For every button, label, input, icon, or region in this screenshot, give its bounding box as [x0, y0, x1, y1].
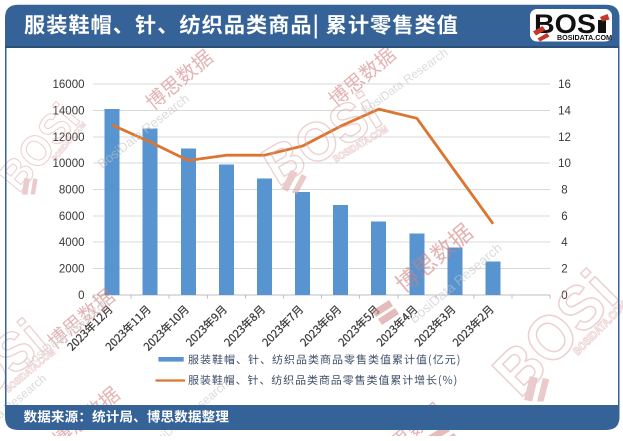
svg-text:16: 16 [558, 79, 571, 91]
svg-text:8: 8 [561, 185, 567, 197]
svg-text:14: 14 [558, 105, 571, 117]
svg-text:4000: 4000 [59, 237, 85, 249]
svg-text:6000: 6000 [59, 211, 85, 223]
svg-text:4: 4 [561, 237, 568, 249]
svg-text:10000: 10000 [53, 158, 85, 170]
svg-text:2000: 2000 [59, 264, 85, 276]
svg-text:8000: 8000 [59, 185, 85, 197]
svg-text:0: 0 [78, 290, 84, 302]
svg-text:2: 2 [561, 264, 567, 276]
svg-text:BOS: BOS [534, 9, 596, 39]
svg-text:10: 10 [558, 158, 571, 170]
svg-text:12: 12 [558, 132, 571, 144]
svg-text:6: 6 [561, 211, 567, 223]
svg-text:BOSIDATA.COM: BOSIDATA.COM [557, 35, 612, 42]
svg-text:16000: 16000 [53, 79, 85, 91]
